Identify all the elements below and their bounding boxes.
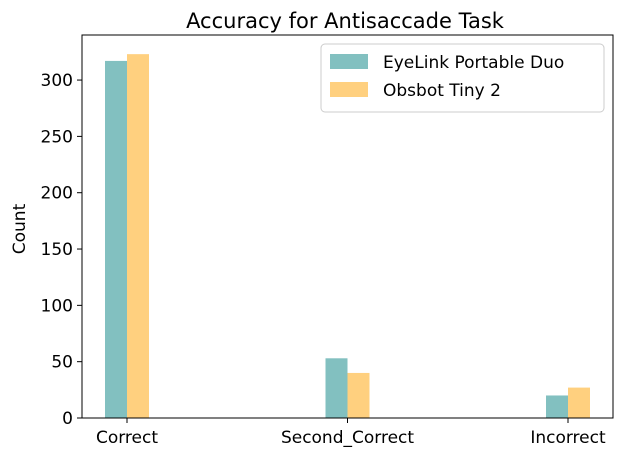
y-tick-label: 300	[41, 71, 73, 91]
legend-swatch	[330, 82, 368, 97]
x-tick-label: Incorrect	[530, 428, 606, 448]
y-tick-label: 0	[62, 409, 73, 429]
y-tick-label: 250	[41, 127, 73, 147]
x-axis: Correct Second_Correct Incorrect	[96, 418, 606, 448]
x-tick-label: Correct	[96, 428, 158, 448]
y-tick-label: 150	[41, 240, 73, 260]
bar-obsbot-tiny-2-second_correct	[347, 372, 370, 418]
legend: EyeLink Portable Duo Obsbot Tiny 2	[320, 43, 605, 113]
bar-obsbot-tiny-2-correct	[127, 54, 149, 419]
y-tick-label: 200	[41, 184, 73, 204]
y-tick-label: 100	[41, 296, 73, 316]
bars-group	[105, 54, 590, 419]
bar-eyelink-portable-duo-correct	[105, 60, 127, 419]
plot-frame	[81, 34, 614, 419]
legend-label: EyeLink Portable Duo	[383, 53, 564, 73]
bar-eyelink-portable-duo-incorrect	[546, 395, 568, 418]
chart-title: Accuracy for Antisaccade Task	[186, 9, 505, 33]
y-axis-label: Count	[10, 203, 30, 254]
y-axis: 0 50 100 150 200 250 300	[41, 71, 82, 429]
bar-obsbot-tiny-2-incorrect	[568, 387, 590, 418]
legend-label: Obsbot Tiny 2	[383, 81, 501, 101]
bar-eyelink-portable-duo-second_correct	[325, 358, 348, 418]
legend-swatch	[330, 54, 368, 69]
x-tick-label: Second_Correct	[281, 428, 414, 448]
legend-box	[320, 43, 605, 113]
y-tick-label: 50	[51, 353, 73, 373]
